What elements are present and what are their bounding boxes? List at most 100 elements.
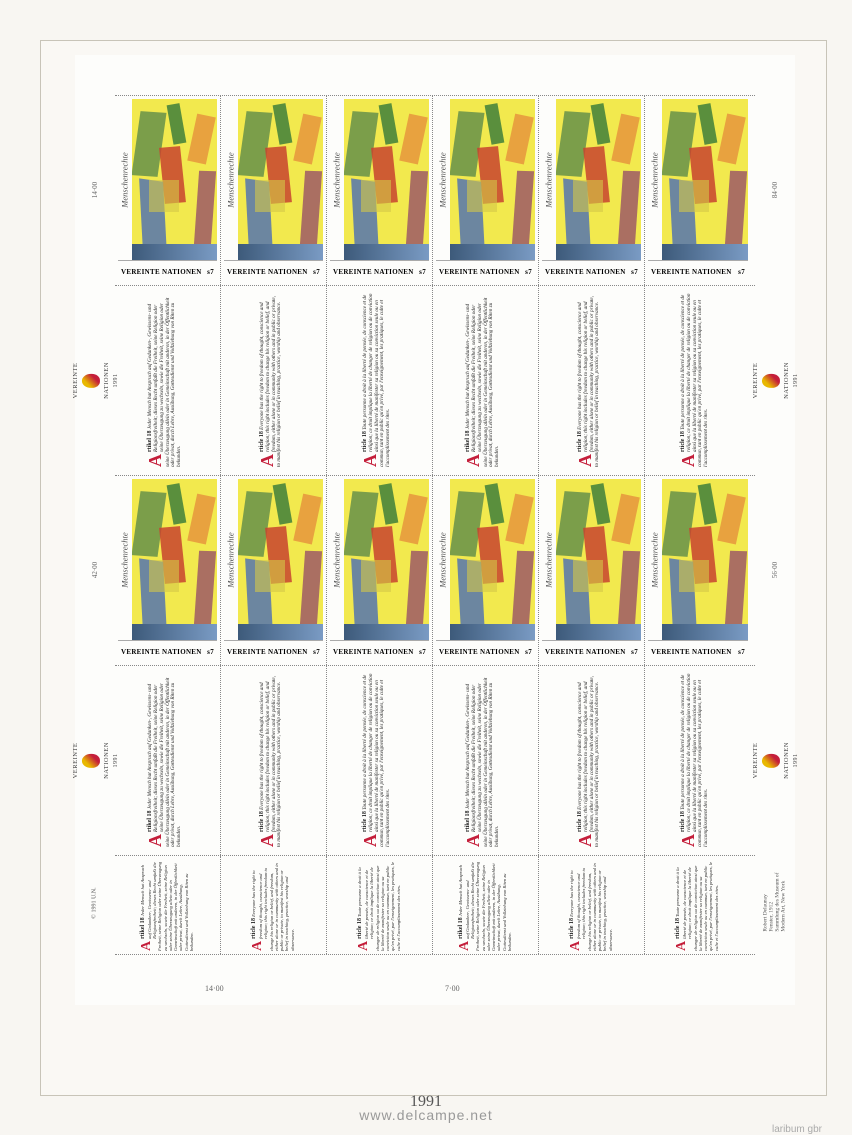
article-de: rtikel 18 [458,917,464,939]
text-cell-en: Article 18 Everyone has the right to fre… [539,666,645,855]
stamp-cell: MenschenrechteVEREINTE NATIONENs7 [433,476,539,665]
text-cell-en: Article 18 Everyone has the right to fre… [221,856,327,954]
margin-right-3: 56·00 [755,475,795,665]
stamp-cell: Menschenrechte VEREINTE NATIONENs7 [115,96,221,285]
article-body-fr: Toute personne a droit à la liberté de p… [675,862,719,951]
delaunay-art [450,479,535,640]
org-bot: NATIONEN [102,742,109,779]
country-name: VEREINTE NATIONEN [227,268,308,276]
margin-right-logo-2: VEREINTE NATIONEN 1991 [755,665,795,855]
denomination: s7 [313,648,320,656]
stamp-cell: Menschenrechte VEREINTE NATIONEN s7 [221,476,327,665]
artwork-credit: Robert Delaunay Fenster, 1912 Sammlung d… [763,873,787,932]
denomination: s7 [631,648,638,656]
denomination: s7 [313,268,320,276]
stamp-sheet: 14·00 VEREINTE NATIONEN 1991 42·00 84·00… [75,55,795,1005]
stamp-footer: VEREINTE NATIONEN s7 [436,640,535,662]
delaunay-art [238,99,323,260]
stamp-side-title: Menschenrechte [118,99,132,260]
stamp-side-title: Menschenrechte [542,99,556,260]
org-bot: NATIONEN [102,362,109,399]
human-rights-flame-icon [761,753,779,767]
org-bot: NATIONEN [782,362,789,399]
stamp-footer: VEREINTE NATIONENs7 [330,640,429,662]
stamp-row-2: Menschenrechte VEREINTE NATIONEN s7 Mensch… [115,475,755,665]
human-rights-flame-icon [761,373,779,387]
text-cell-fr: Article 18 Toute personne a droit à la l… [327,286,433,475]
stamp-footer: VEREINTE NATIONENs7 [118,640,217,662]
stamp-footer: VEREINTE NATIONENs7 [542,640,641,662]
text-cell-de: Artikel 18 Jeder Mensch hat Anspruch auf… [433,286,539,475]
article-body-de: Jeder Mensch hat Anspruch auf Gedanken-,… [147,298,183,467]
article-body-en: Everyone has the right to freedom of tho… [251,863,295,951]
org-year: 1991 [792,373,798,387]
un-logo-margin: VEREINTE NATIONEN 1991 [71,362,118,399]
stamp-artwork: Menschenrechte VEREINTE NATIONEN s7 [221,476,326,665]
text-row-1: Artikel 18 Jeder Mensch hat Anspruch auf… [115,285,755,475]
stamp-side-title: Menschenrechte [224,479,238,640]
delaunay-art [450,99,535,260]
stamp-artwork: MenschenrechteVEREINTE NATIONENs7 [433,96,538,285]
denomination: s7 [631,268,638,276]
org-top: VEREINTE [71,362,78,398]
delaunay-art [556,99,641,260]
denomination: s7 [419,268,426,276]
org-top: VEREINTE [71,742,78,778]
stamp-footer: VEREINTE NATIONENs7 [648,640,748,662]
stamp-side-title: Menschenrechte [648,99,662,260]
stamp-footer: VEREINTE NATIONENs7 [118,260,217,282]
article-body-de: Jeder Mensch hat Anspruch auf Gedanken-,… [140,862,194,951]
plate-number: 56·00 [771,562,779,578]
margin-right-1: 84·00 [755,95,795,285]
country-name: VEREINTE NATIONEN [651,268,732,276]
delaunay-art [662,479,748,640]
stamp-artwork: MenschenrechteVEREINTE NATIONENs7 [645,96,751,285]
country-name: VEREINTE NATIONEN [439,648,520,656]
text-cell-de: Artikel 18 Jeder Mensch hat Anspruch auf… [433,856,539,954]
denomination: s7 [207,648,214,656]
text-cell-fr: Article 18 Toute personne a droit à la l… [645,666,751,855]
denomination: s7 [525,648,532,656]
human-rights-flame-icon [81,373,99,387]
stamp-cell: MenschenrechteVEREINTE NATIONENs7 [221,96,327,285]
stamp-footer: VEREINTE NATIONEN s7 [542,260,641,282]
country-name: VEREINTE NATIONEN [121,268,202,276]
selvage-row: Artikel 18 Jeder Mensch hat Anspruch auf… [115,855,755,955]
margin-right-credit: Robert Delaunay Fenster, 1912 Sammlung d… [755,855,795,950]
stamp-side-title: Menschenrechte [330,479,344,640]
margin-left-logo-1: VEREINTE NATIONEN 1991 [75,285,115,475]
stamp-artwork: MenschenrechteVEREINTE NATIONENs7 [327,476,432,665]
stamp-cell: MenschenrechteVEREINTE NATIONENs7 [645,96,751,285]
stamp-cell: MenschenrechteVEREINTE NATIONENs7 [327,476,433,665]
delaunay-art [344,99,429,260]
denomination: s7 [525,268,532,276]
stamp-artwork: MenschenrechteVEREINTE NATIONENs7 [115,476,220,665]
country-name: VEREINTE NATIONEN [227,648,308,656]
country-name: VEREINTE NATIONEN [545,268,626,276]
article-fr: rticle 18 [357,918,363,939]
article-body-de: Jeder Mensch hat Anspruch auf Gedanken-,… [465,298,501,467]
denomination: s7 [738,648,745,656]
stamp-side-title: Menschenrechte [330,99,344,260]
article-body-en: Everyone has the right to freedom of tho… [569,863,613,951]
watermark-url: www.delcampe.net [359,1107,493,1123]
stamp-footer: VEREINTE NATIONENs7 [330,260,429,282]
margin-left-3: 42·00 [75,475,115,665]
text-cell-fr: Article 18 Toute personne a droit à la l… [645,856,751,954]
un-logo-margin: VEREINTE NATIONEN 1991 [71,742,118,779]
stamp-cell: MenschenrechteVEREINTE NATIONENs7 [115,476,221,665]
text-cell-de: Artikel 18 Jeder Mensch hat Anspruch auf… [115,856,221,954]
human-rights-flame-icon [81,753,99,767]
article-body-de: Jeder Mensch hat Anspruch auf Gedanken-,… [465,678,501,847]
text-cell-en: Article 18 Everyone has the right to fre… [221,666,327,855]
text-cell-en: Article 18 Everyone has the right to fre… [539,856,645,954]
org-bot: NATIONEN [782,742,789,779]
margin-left-logo-2: VEREINTE NATIONEN 1991 [75,665,115,855]
text-row-2: Artikel 18 Jeder Mensch hat Anspruch auf… [115,665,755,855]
text-cell-en: Article 18 Everyone has the right to fre… [221,286,327,475]
copyright-text: © 1991 U.N. [92,887,98,918]
org-year: 1991 [792,753,798,767]
article-body-de: Jeder Mensch hat Anspruch auf Gedanken-,… [147,678,183,847]
theme-label: Menschenrechte [544,152,554,207]
theme-label: Menschenrechte [650,532,660,587]
